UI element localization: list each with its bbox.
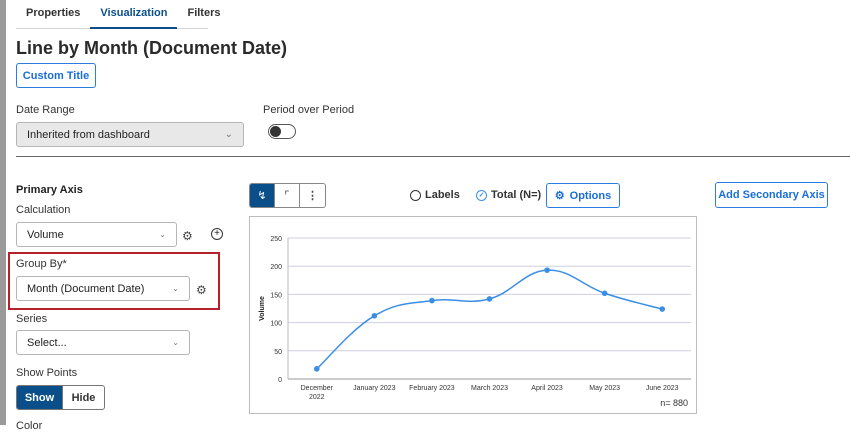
y-tick-label: 50 xyxy=(274,349,282,356)
data-point xyxy=(313,366,320,372)
line-chart-icon[interactable]: ↯ xyxy=(250,184,275,207)
series-select[interactable]: Select... ⌄ xyxy=(16,330,190,355)
x-tick-label: January 2023 xyxy=(353,385,396,392)
tab-properties[interactable]: Properties xyxy=(26,7,81,19)
data-point xyxy=(429,297,435,304)
calculation-value: Volume xyxy=(27,228,64,241)
page-title: Line by Month (Document Date) xyxy=(16,38,287,58)
total-n-label: n= 880 xyxy=(660,398,688,408)
data-point xyxy=(486,296,493,302)
left-panel-edge xyxy=(0,0,6,425)
tab-filters[interactable]: Filters xyxy=(187,7,221,19)
options-label: Options xyxy=(569,189,612,202)
primary-axis-heading: Primary Axis xyxy=(16,184,83,196)
hide-button[interactable]: Hide xyxy=(62,386,104,409)
y-tick-label: 250 xyxy=(270,236,282,243)
y-tick-label: 100 xyxy=(270,321,282,328)
radio-unchecked-icon xyxy=(410,189,421,201)
options-button[interactable]: ⚙ Options xyxy=(546,183,620,208)
group-by-value: Month (Document Date) xyxy=(27,282,145,295)
chevron-down-icon: ⌄ xyxy=(159,230,166,239)
add-secondary-axis-button[interactable]: Add Secondary Axis xyxy=(715,182,828,208)
x-tick-label: December 2022 xyxy=(301,385,334,401)
add-calculation-plus-icon[interactable]: + xyxy=(211,228,223,240)
tab-bar: Properties Visualization Filters xyxy=(16,0,220,29)
group-by-highlight xyxy=(8,252,220,310)
group-by-label: Group By* xyxy=(16,258,67,270)
data-point xyxy=(544,267,550,273)
chevron-down-icon: ⌄ xyxy=(172,338,179,347)
chart-container: 0 50 100 150 200 250 Volume December 2022 January… xyxy=(249,216,697,414)
gear-icon: ⚙ xyxy=(554,190,565,202)
line-chart: 0 50 100 150 200 250 Volume December 2022 January… xyxy=(259,236,691,408)
x-tick-label: April 2023 xyxy=(531,385,563,392)
labels-option-text: Labels xyxy=(425,189,460,201)
data-point xyxy=(371,313,378,319)
period-over-period-toggle[interactable] xyxy=(268,124,296,139)
y-tick-label: 150 xyxy=(270,292,282,299)
tab-visualization[interactable]: Visualization xyxy=(90,0,178,29)
chevron-down-icon: ⌄ xyxy=(224,129,233,140)
y-tick-label: 200 xyxy=(270,264,282,271)
total-option-text: Total (N=) xyxy=(491,189,542,201)
x-tick-label: May 2023 xyxy=(589,385,620,392)
custom-title-button[interactable]: Custom Title xyxy=(16,63,96,88)
check-circle-icon: ✓ xyxy=(476,189,487,201)
calculation-label: Calculation xyxy=(16,204,71,216)
date-range-label: Date Range xyxy=(16,104,75,116)
more-options-kebab-icon[interactable]: ⋮ xyxy=(307,190,318,202)
labels-radio[interactable]: Labels xyxy=(410,189,460,201)
y-axis-label: Volume xyxy=(259,296,266,321)
calculation-settings-gear-icon[interactable]: ⚙ xyxy=(182,229,193,243)
toggle-knob xyxy=(270,126,281,137)
calculation-select[interactable]: Volume ⌄ xyxy=(16,222,177,247)
series-label: Series xyxy=(16,313,48,325)
date-range-value: Inherited from dashboard xyxy=(27,128,150,141)
color-label: Color xyxy=(16,420,43,432)
group-by-settings-gear-icon[interactable]: ⚙ xyxy=(196,283,207,297)
show-button[interactable]: Show xyxy=(17,386,62,409)
x-tick-label: June 2023 xyxy=(646,385,679,392)
x-tick-label: February 2023 xyxy=(409,385,455,392)
chevron-down-icon: ⌄ xyxy=(172,284,179,293)
show-points-label: Show Points xyxy=(16,367,78,379)
date-range-select[interactable]: Inherited from dashboard ⌄ xyxy=(16,122,244,147)
data-point xyxy=(659,306,666,312)
chart-type-toolbar: ↯ ⌜ ⋮ xyxy=(249,183,326,208)
x-tick-label: March 2023 xyxy=(471,385,508,392)
series-placeholder: Select... xyxy=(27,336,67,349)
data-point xyxy=(601,290,608,297)
divider xyxy=(16,156,850,157)
show-points-toggle: Show Hide xyxy=(16,385,105,410)
scatter-chart-icon[interactable]: ⌜ xyxy=(275,184,300,207)
period-over-period-label: Period over Period xyxy=(263,104,355,116)
series-line xyxy=(316,269,663,370)
group-by-select[interactable]: Month (Document Date) ⌄ xyxy=(16,276,190,301)
y-tick-label: 0 xyxy=(278,377,282,384)
total-n-checkbox[interactable]: ✓ Total (N=) xyxy=(476,189,541,201)
